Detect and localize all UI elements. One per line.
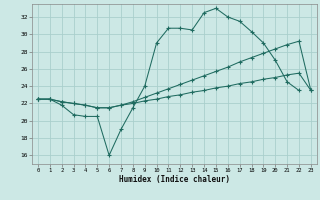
X-axis label: Humidex (Indice chaleur): Humidex (Indice chaleur): [119, 175, 230, 184]
